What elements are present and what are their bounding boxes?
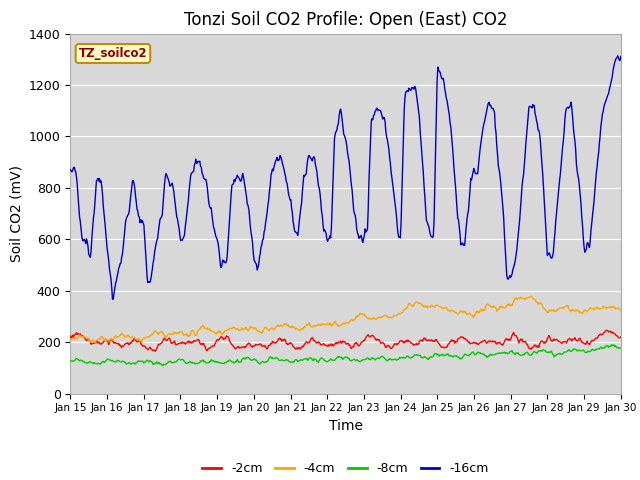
Y-axis label: Soil CO2 (mV): Soil CO2 (mV) [9, 165, 23, 262]
Text: TZ_soilco2: TZ_soilco2 [79, 47, 147, 60]
Legend: -2cm, -4cm, -8cm, -16cm: -2cm, -4cm, -8cm, -16cm [197, 457, 494, 480]
X-axis label: Time: Time [328, 419, 363, 433]
Title: Tonzi Soil CO2 Profile: Open (East) CO2: Tonzi Soil CO2 Profile: Open (East) CO2 [184, 11, 508, 29]
